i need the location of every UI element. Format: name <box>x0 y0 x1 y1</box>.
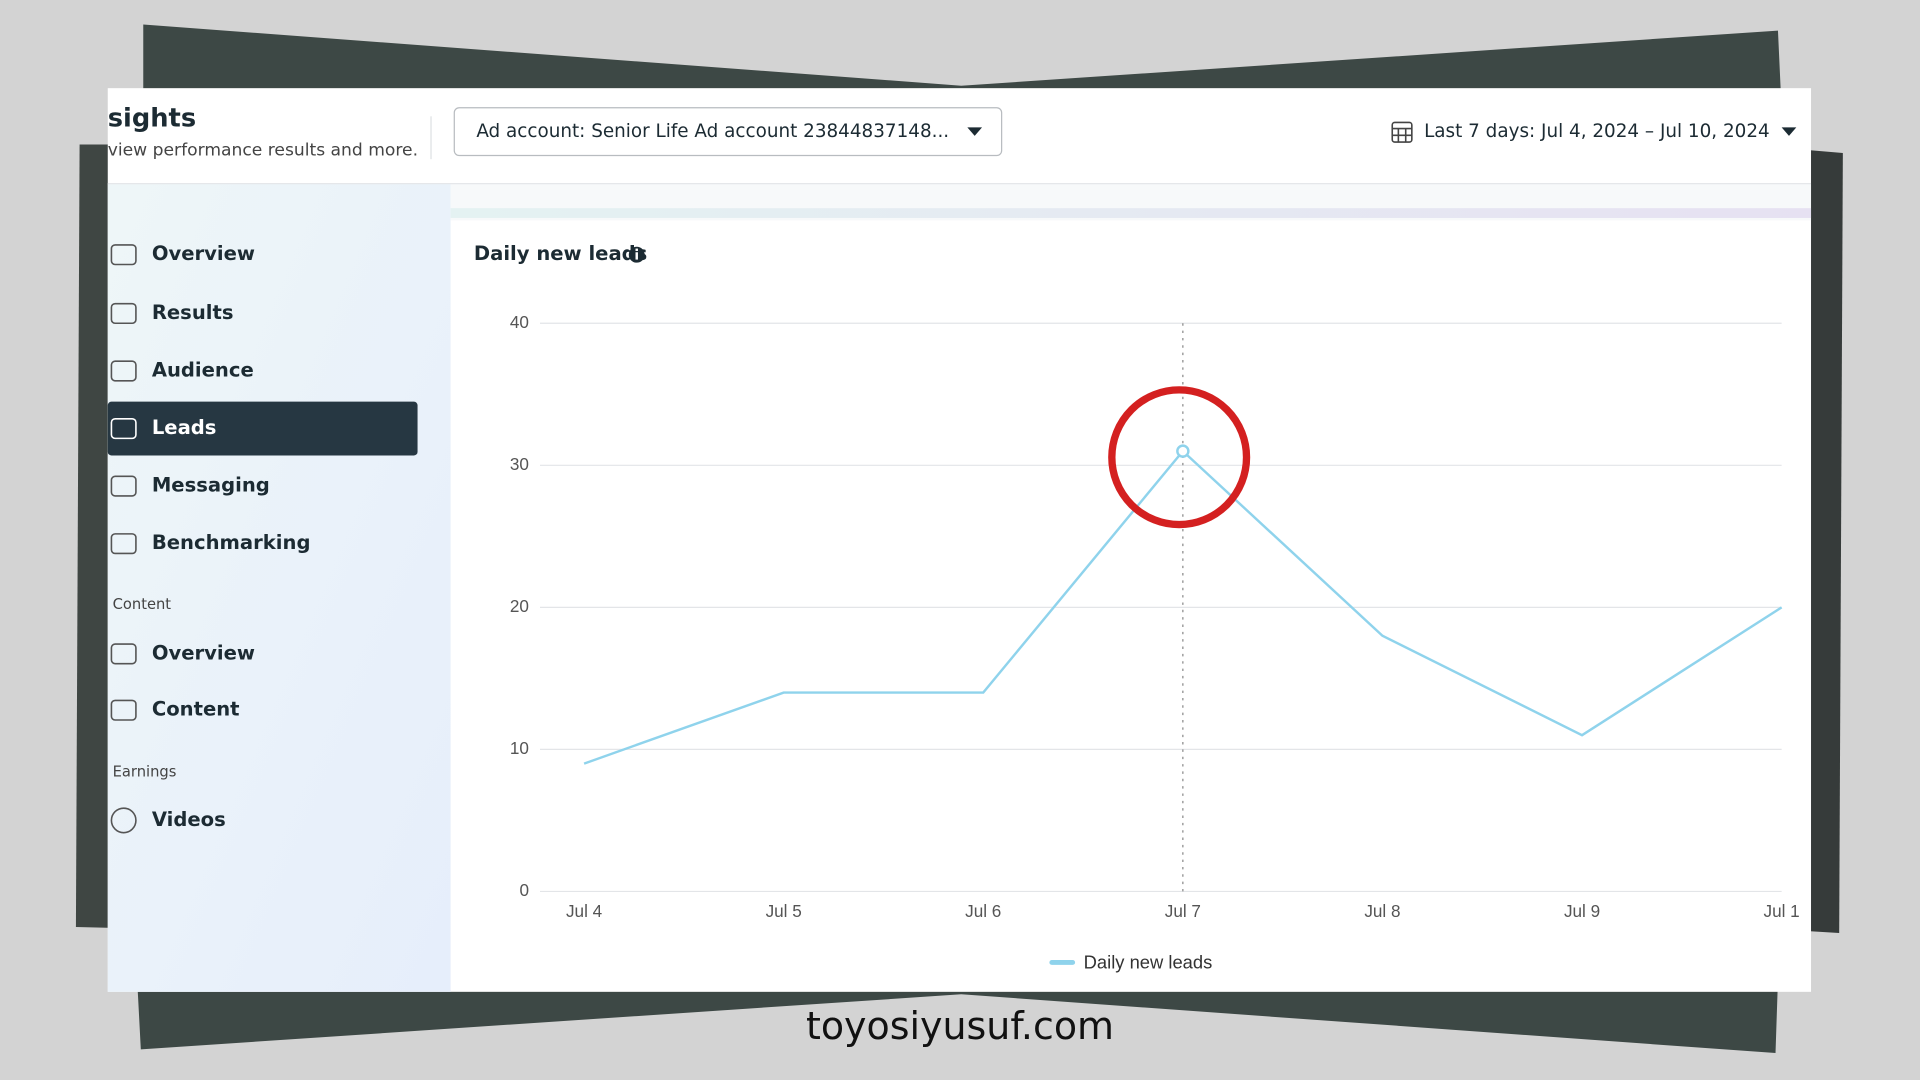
y-tick-label: 0 <box>519 880 529 900</box>
dropdown-arrow <box>967 127 983 136</box>
nav-item[interactable]: Videos <box>152 808 226 831</box>
nav-active <box>107 401 418 456</box>
nav-item[interactable]: Audience <box>152 359 254 382</box>
chart-title: Daily new leads <box>474 242 647 265</box>
x-tick-label: Jul 1 <box>1764 901 1800 921</box>
nav-icon <box>110 244 137 266</box>
y-tick-label: 40 <box>510 312 529 332</box>
nav-item[interactable]: Overview <box>152 641 255 664</box>
account-dropdown[interactable] <box>453 107 1003 157</box>
nav-heading: Content <box>113 596 172 613</box>
x-tick-label: Jul 6 <box>965 901 1001 921</box>
nav-item[interactable]: Benchmarking <box>152 531 311 554</box>
nav-icon <box>110 533 137 555</box>
nav-item[interactable]: Messaging <box>152 474 270 497</box>
nav-icon <box>110 475 137 497</box>
date-arrow <box>1781 127 1797 136</box>
nav-icon <box>110 643 137 665</box>
sidebar <box>107 183 451 992</box>
info-icon-dot <box>635 248 638 252</box>
frame-bottom <box>137 979 1778 1054</box>
info-icon-stem <box>635 252 638 260</box>
nav-icon <box>110 360 137 382</box>
calendar-icon <box>1391 121 1413 143</box>
nav-item[interactable]: Content <box>152 698 240 721</box>
x-tick-label: Jul 4 <box>566 901 603 921</box>
page-title: sights <box>108 103 196 133</box>
strip <box>450 208 1812 218</box>
x-tick-label: Jul 5 <box>766 901 802 921</box>
x-tick-label: Jul 7 <box>1165 901 1201 921</box>
hover-point <box>1176 444 1190 458</box>
nav-icon <box>110 302 137 325</box>
annotation-circle <box>1108 386 1251 529</box>
nav-icon <box>110 417 137 440</box>
nav-icon <box>110 807 137 834</box>
x-tick-label: Jul 9 <box>1564 901 1600 921</box>
nav-item[interactable]: Overview <box>152 242 255 265</box>
y-tick-label: 30 <box>510 454 529 474</box>
date-range[interactable]: Last 7 days: Jul 4, 2024 – Jul 10, 2024 <box>1424 121 1770 142</box>
nav-item[interactable]: Leads <box>152 416 217 439</box>
legend-label[interactable]: Daily new leads <box>1084 952 1213 973</box>
nav-icon <box>110 699 137 721</box>
account-label: Ad account: Senior Life Ad account 23844… <box>476 121 949 142</box>
nav-item[interactable]: Results <box>152 301 234 324</box>
x-tick-label: Jul 8 <box>1364 901 1400 921</box>
y-tick-label: 20 <box>510 596 529 616</box>
y-tick-label: 10 <box>510 738 529 758</box>
nav-heading: Earnings <box>113 764 177 781</box>
watermark: toyosiyusuf.com <box>806 1004 1114 1048</box>
page-subtitle: view performance results and more. <box>108 141 418 161</box>
